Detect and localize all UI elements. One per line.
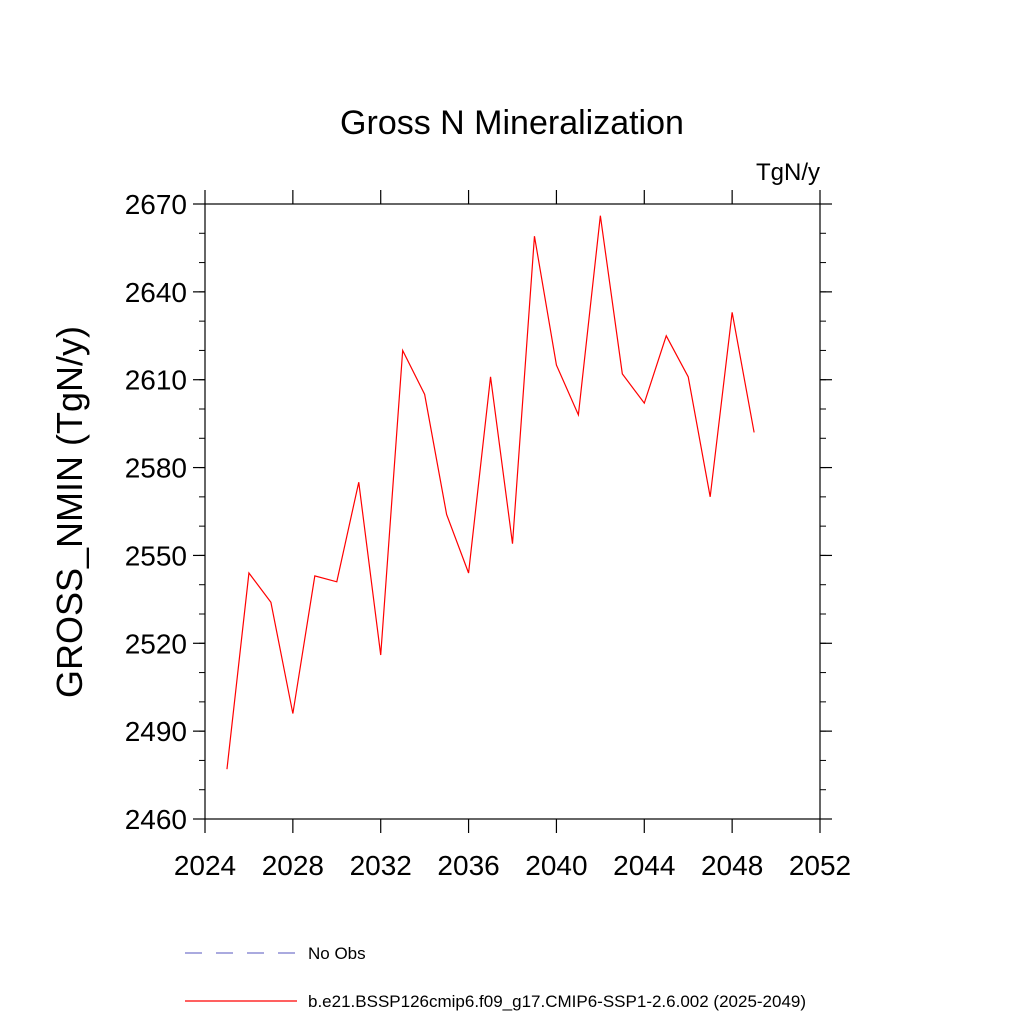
y-tick-label: 2670 [125, 189, 187, 220]
y-tick-label: 2610 [125, 365, 187, 396]
y-tick-label: 2640 [125, 277, 187, 308]
series-line-1 [226, 215, 755, 770]
x-tick-label: 2036 [437, 850, 499, 881]
y-tick-label: 2520 [125, 628, 187, 659]
y-tick-label: 2490 [125, 716, 187, 747]
y-tick-label: 2460 [125, 804, 187, 835]
x-tick-label: 2052 [789, 850, 851, 881]
x-tick-label: 2048 [701, 850, 763, 881]
x-tick-label: 2040 [525, 850, 587, 881]
axes: 2460 2490 2520 2550 2580 2610 2640 2670 2024 2028… [125, 189, 851, 881]
x-tick-label: 2028 [262, 850, 324, 881]
x-tick-label: 2044 [613, 850, 675, 881]
plot-area [226, 215, 755, 770]
x-tick-label: 2032 [350, 850, 412, 881]
legend-label: No Obs [308, 944, 366, 963]
units-label: TgN/y [756, 159, 820, 186]
x-tick-label: 2024 [174, 850, 236, 881]
legend: No Obs b.e21.BSSP126cmip6.f09_g17.CMIP6-S… [185, 944, 806, 1011]
legend-label: b.e21.BSSP126cmip6.f09_g17.CMIP6-SSP1-2.… [308, 992, 806, 1011]
chart-title: Gross N Mineralization [340, 104, 684, 142]
y-axis-label: GROSS_NMIN (TgN/y) [49, 326, 90, 698]
plot-frame [204, 203, 821, 820]
y-tick-label: 2550 [125, 540, 187, 571]
y-tick-label: 2580 [125, 453, 187, 484]
